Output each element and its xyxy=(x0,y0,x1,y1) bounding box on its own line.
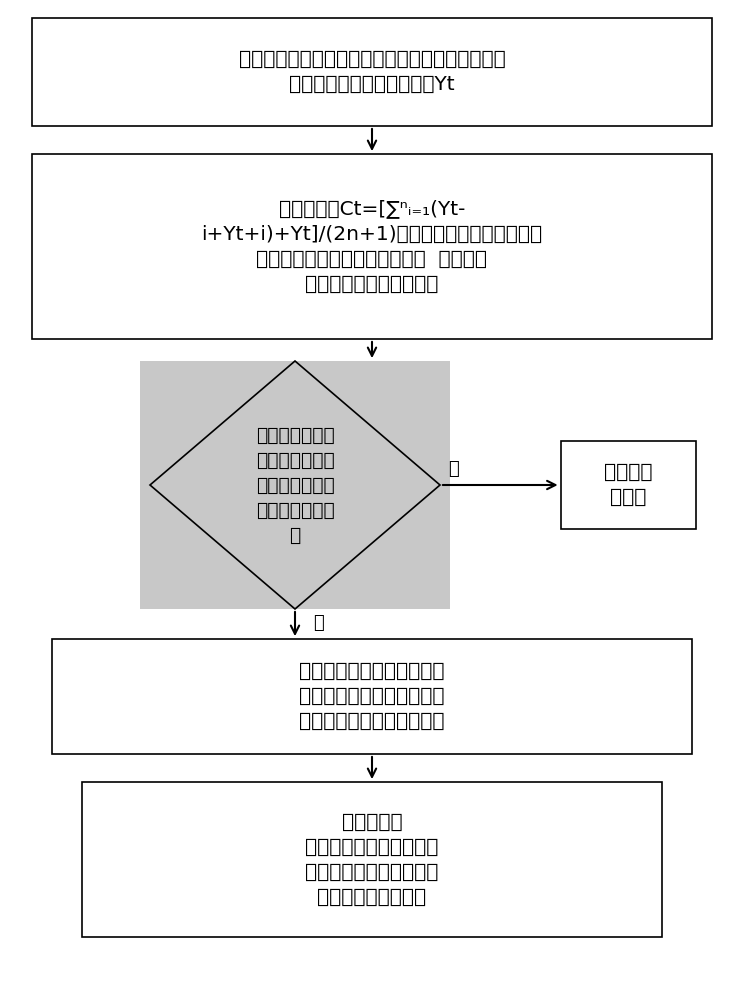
Text: 是: 是 xyxy=(313,614,324,632)
Polygon shape xyxy=(150,361,440,609)
Bar xyxy=(560,441,696,529)
Bar xyxy=(32,154,712,339)
Text: 否: 否 xyxy=(448,460,459,478)
Text: 标记为无
效数据: 标记为无 效数据 xyxy=(603,463,652,507)
Text: 通过公式：Ct=[∑ⁿᵢ₌₁(Yt-
i+Yt+i)+Yt]/(2n+1)，对冷泉观测装置获取到的
海水甲烷浓度进行滑动平均处理  以获得第
一海水甲烷浓度时间: 通过公式：Ct=[∑ⁿᵢ₌₁(Yt- i+Yt+i)+Yt]/(2n+1)，对冷… xyxy=(202,200,542,294)
Text: 判断第一海水甲
烷浓度时间序列
是否在对应型号
甲烷传感器量程
内: 判断第一海水甲 烷浓度时间序列 是否在对应型号 甲烷传感器量程 内 xyxy=(256,426,334,544)
Text: 标记成有效数据，并将有效
数据进行算术平均，以获得
第二海水甲烷浓度时间序列: 标记成有效数据，并将有效 数据进行算术平均，以获得 第二海水甲烷浓度时间序列 xyxy=(299,662,445,731)
Text: 对第二海水
甲烷浓度时间序列进行滑
动平均处理，形成第三海
水甲烷浓度时间序列: 对第二海水 甲烷浓度时间序列进行滑 动平均处理，形成第三海 水甲烷浓度时间序列 xyxy=(305,812,439,906)
Text: 通过冷泉观测装置在若干个连续的时间点中获取海
水甲烷浓度，并依次标记为Yt: 通过冷泉观测装置在若干个连续的时间点中获取海 水甲烷浓度，并依次标记为Yt xyxy=(239,50,505,94)
Bar xyxy=(140,361,450,609)
Bar xyxy=(52,639,692,754)
Bar xyxy=(32,18,712,126)
Bar xyxy=(82,782,662,937)
